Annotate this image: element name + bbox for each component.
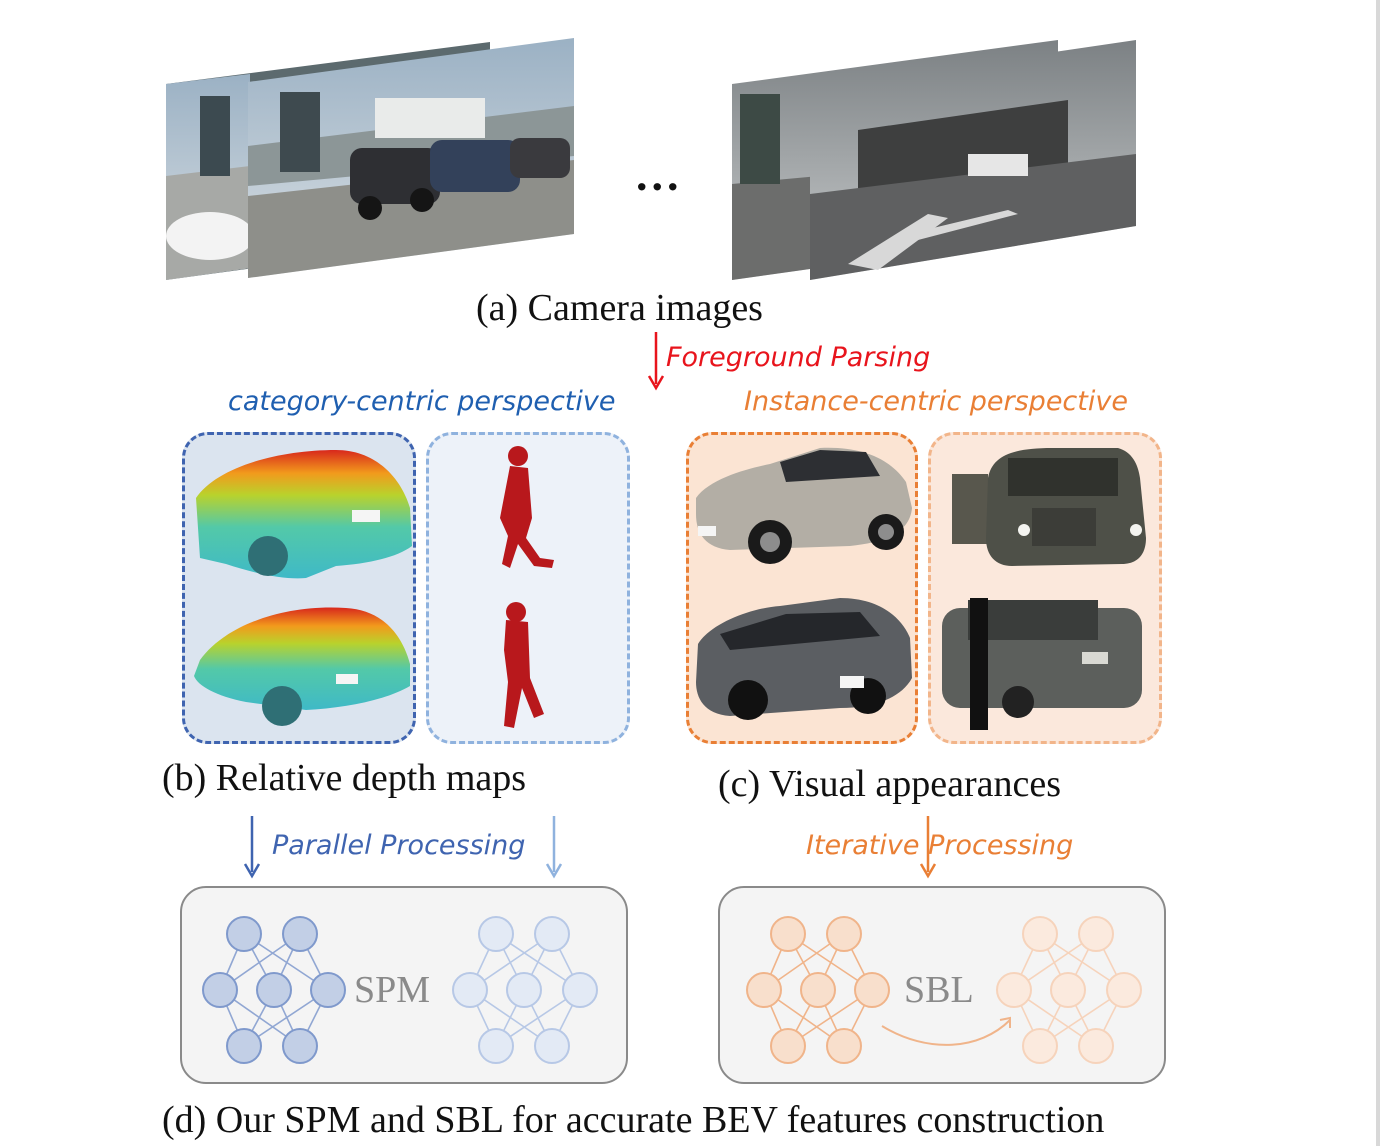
foreground-parsing-arrow <box>647 332 665 391</box>
caption-d: (d) Our SPM and SBL for accurate BEV fea… <box>162 1099 1105 1141</box>
car-depth-map-image <box>194 450 412 726</box>
clear-car-appearance-image <box>696 447 912 720</box>
iterative-processing-label: Iterative Processing <box>806 830 1074 861</box>
spm-networks <box>202 916 598 1064</box>
camera-images-left <box>166 38 574 280</box>
parallel-arrow-left <box>243 816 261 879</box>
blurred-car-appearance-image <box>942 448 1146 730</box>
pedestrian-depth-map-image <box>500 446 554 728</box>
ellipsis: ... <box>636 149 683 200</box>
caption-a: (a) Camera images <box>476 287 763 329</box>
caption-b: (b) Relative depth maps <box>162 757 527 799</box>
camera-images-right <box>732 40 1136 280</box>
instance-centric-label: Instance-centric perspective <box>744 386 1128 417</box>
sbl-label: SBL <box>904 969 974 1011</box>
parallel-arrow-right <box>545 816 563 879</box>
sbl-networks <box>746 916 1142 1064</box>
iterative-arrow <box>919 816 937 879</box>
caption-c: (c) Visual appearances <box>718 763 1062 805</box>
foreground-parsing-label: Foreground Parsing <box>666 342 931 373</box>
parallel-processing-label: Parallel Processing <box>272 830 526 861</box>
spm-label: SPM <box>354 969 431 1011</box>
page-edge <box>1376 0 1380 1146</box>
category-centric-label: category-centric perspective <box>228 386 616 417</box>
